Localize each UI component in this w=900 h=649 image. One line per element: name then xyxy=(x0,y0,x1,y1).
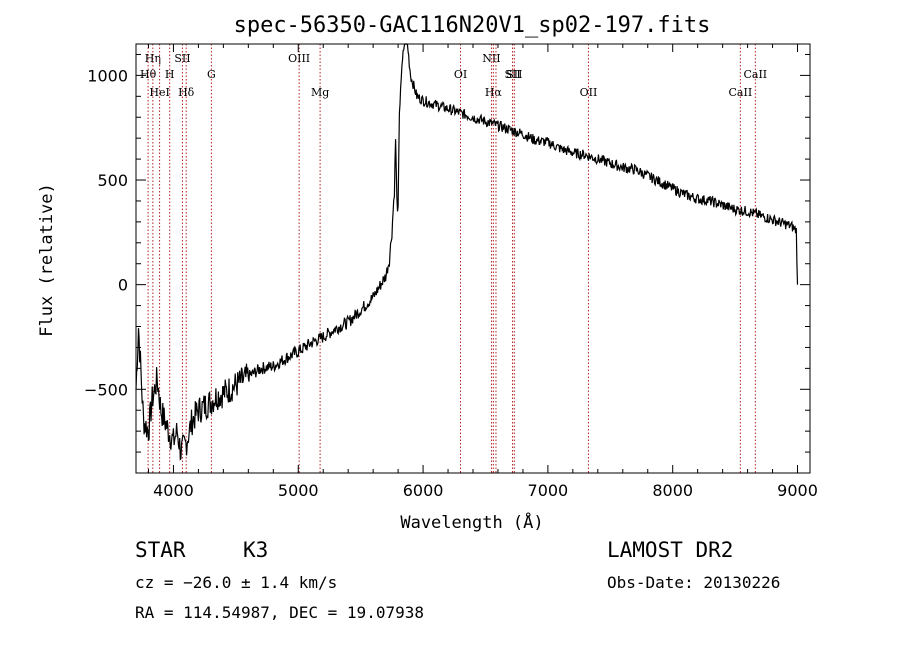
x-tick-label: 7000 xyxy=(528,481,569,500)
line-marker-label: CaII xyxy=(729,86,753,99)
redshift-velocity: cz = −26.0 ± 1.4 km/s xyxy=(135,573,338,592)
line-marker-label: SII xyxy=(504,68,520,81)
line-marker-label: Hθ xyxy=(140,68,157,81)
chart-title: spec-56350-GAC116N20V1_sp02-197.fits xyxy=(234,13,711,38)
x-tick-label: 5000 xyxy=(278,481,319,500)
line-marker-label: OI xyxy=(454,68,467,81)
object-subclass: K3 xyxy=(243,538,269,562)
line-marker-label: HeI xyxy=(149,86,169,99)
spectrum-series-line xyxy=(135,43,799,461)
y-axis-label: Flux (relative) xyxy=(37,183,57,337)
coordinates: RA = 114.54987, DEC = 19.07938 xyxy=(135,603,424,622)
y-tick-label: 1000 xyxy=(87,66,128,85)
x-tick-label: 4000 xyxy=(153,481,194,500)
y-tick-label: −500 xyxy=(84,380,128,399)
line-marker-label: NII xyxy=(482,52,500,65)
line-marker-label: H xyxy=(165,68,175,81)
x-axis-label: Wavelength (Å) xyxy=(400,511,543,533)
line-marker-label: G xyxy=(207,68,216,81)
line-marker-label: SII xyxy=(174,52,190,65)
y-tick-label: 500 xyxy=(97,171,128,190)
axis-ticks: 4000 5000 6000 7000 8000 9000 −500 0 500 1000 xyxy=(84,44,818,500)
line-marker-label: Hα xyxy=(485,86,503,99)
line-marker-label: SII xyxy=(506,68,522,81)
line-marker-label: Hδ xyxy=(178,86,195,99)
x-tick-label: 8000 xyxy=(652,481,693,500)
y-tick-label: 0 xyxy=(118,276,128,295)
line-marker-label: Mg xyxy=(311,86,329,99)
observation-date: Obs-Date: 20130226 xyxy=(607,573,781,592)
line-marker-label: CaII xyxy=(743,68,767,81)
object-class: STAR xyxy=(135,538,186,562)
plot-frame xyxy=(135,43,811,474)
survey-name: LAMOST DR2 xyxy=(607,538,734,562)
x-tick-label: 9000 xyxy=(777,481,818,500)
line-marker-label: OII xyxy=(580,86,598,99)
line-marker-label: OIII xyxy=(288,52,310,65)
x-tick-label: 6000 xyxy=(403,481,444,500)
line-marker-label: Hη xyxy=(145,52,161,65)
